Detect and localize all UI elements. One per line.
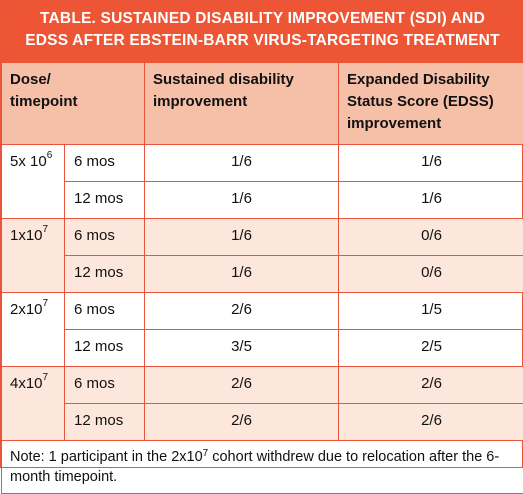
table-frame: TABLE. SUSTAINED DISABILITY IMPROVEMENT … [0,0,523,468]
header-edss: Expanded Disability Status Score (EDSS) … [339,63,523,145]
sdi-cell: 1/6 [145,256,339,293]
sdi-cell: 2/6 [145,293,339,330]
header-edss-line-1: Expanded Disability [347,69,516,91]
dose-base: 2x10 [10,301,43,318]
table-row: 4x107 6 mos 2/6 2/6 [2,367,523,404]
edss-cell: 1/5 [339,293,523,330]
dose-cell: 5x 106 [2,145,65,219]
header-edss-line-3: improvement [347,113,516,135]
table-title: TABLE. SUSTAINED DISABILITY IMPROVEMENT … [1,1,523,62]
header-edss-line-2: Status Score (EDSS) [347,91,516,113]
table-note: Note: 1 participant in the 2x107 cohort … [2,441,523,494]
edss-cell: 2/5 [339,330,523,367]
sdi-cell: 1/6 [145,182,339,219]
dose-exponent: 6 [47,150,53,161]
sdi-cell: 1/6 [145,145,339,182]
edss-cell: 1/6 [339,145,523,182]
dose-base: 5x 10 [10,153,47,170]
edss-cell: 1/6 [339,182,523,219]
note-exponent: 7 [203,448,209,459]
dose-exponent: 7 [43,298,49,309]
dose-cell: 4x107 [2,367,65,441]
sdi-cell: 1/6 [145,219,339,256]
table-row: 2x107 6 mos 2/6 1/5 [2,293,523,330]
dose-base: 1x10 [10,227,43,244]
header-sdi-line-2: improvement [153,91,330,113]
timepoint-cell: 6 mos [65,293,145,330]
header-dose-line-1: Dose/ [10,69,136,91]
table-row: 12 mos 3/5 2/5 [2,330,523,367]
dose-base: 4x10 [10,375,43,392]
timepoint-cell: 12 mos [65,256,145,293]
table-row: 12 mos 1/6 0/6 [2,256,523,293]
note-row: Note: 1 participant in the 2x107 cohort … [2,441,523,494]
sdi-cell: 2/6 [145,404,339,441]
title-line-1: TABLE. SUSTAINED DISABILITY IMPROVEMENT … [1,8,523,30]
table-row: 1x107 6 mos 1/6 0/6 [2,219,523,256]
sdi-cell: 2/6 [145,367,339,404]
header-sdi: Sustained disability improvement [145,63,339,145]
header-dose-timepoint: Dose/ timepoint [2,63,145,145]
table-row: 12 mos 1/6 1/6 [2,182,523,219]
timepoint-cell: 12 mos [65,330,145,367]
dose-exponent: 7 [43,224,49,235]
timepoint-cell: 6 mos [65,367,145,404]
dose-cell: 1x107 [2,219,65,293]
timepoint-cell: 6 mos [65,145,145,182]
edss-cell: 2/6 [339,367,523,404]
title-line-2: EDSS AFTER EBSTEIN-BARR VIRUS-TARGETING … [1,30,523,52]
table-row: 5x 106 6 mos 1/6 1/6 [2,145,523,182]
data-table: Dose/ timepoint Sustained disability imp… [1,62,523,494]
edss-cell: 0/6 [339,256,523,293]
header-row: Dose/ timepoint Sustained disability imp… [2,63,523,145]
timepoint-cell: 12 mos [65,182,145,219]
header-sdi-line-1: Sustained disability [153,69,330,91]
table-row: 12 mos 2/6 2/6 [2,404,523,441]
note-prefix: Note: 1 participant in the 2x10 [10,449,203,465]
timepoint-cell: 12 mos [65,404,145,441]
timepoint-cell: 6 mos [65,219,145,256]
dose-exponent: 7 [43,372,49,383]
edss-cell: 2/6 [339,404,523,441]
edss-cell: 0/6 [339,219,523,256]
dose-cell: 2x107 [2,293,65,367]
sdi-cell: 3/5 [145,330,339,367]
header-dose-line-2: timepoint [10,91,136,113]
